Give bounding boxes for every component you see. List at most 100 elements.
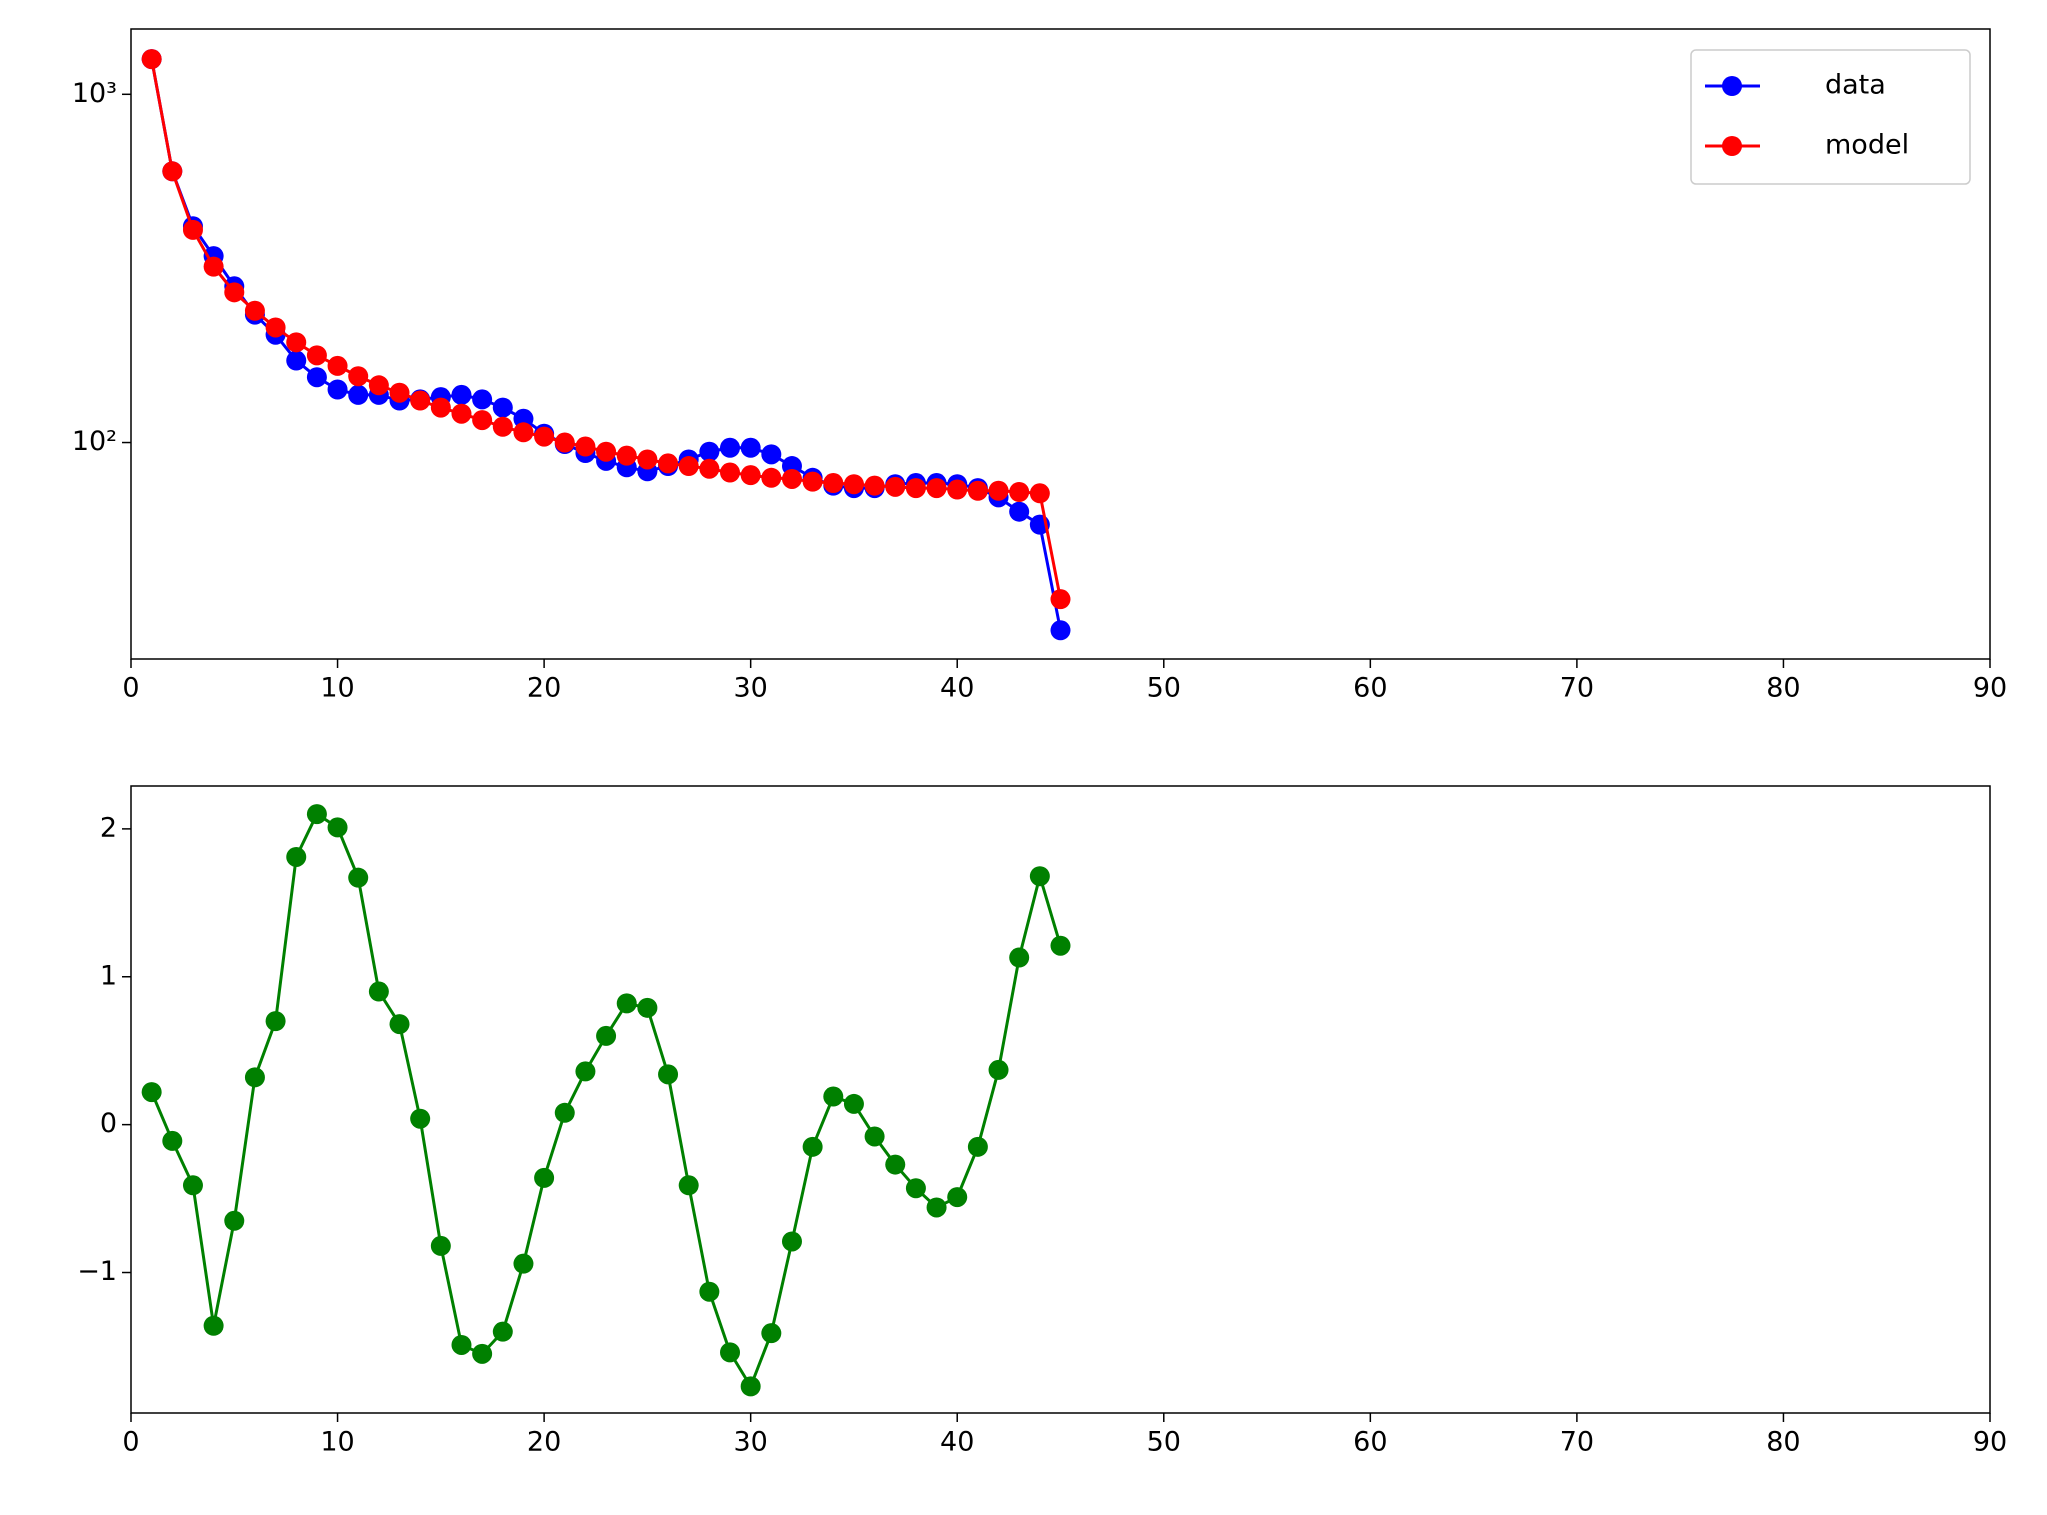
point	[864, 475, 885, 496]
point	[926, 478, 947, 499]
x-tick-label: 40	[940, 1427, 974, 1458]
point	[905, 1178, 926, 1199]
point	[988, 480, 1009, 501]
point	[905, 478, 926, 499]
point	[637, 449, 658, 470]
point	[720, 437, 741, 458]
point	[327, 817, 348, 838]
point	[575, 1061, 596, 1082]
point	[616, 445, 637, 466]
point	[513, 422, 534, 443]
point	[554, 432, 575, 453]
y-tick-label: 0	[100, 1108, 117, 1139]
point	[182, 219, 203, 240]
point	[327, 355, 348, 376]
point	[596, 1025, 617, 1046]
plot-frame	[130, 28, 1991, 660]
point	[286, 350, 307, 371]
point	[823, 473, 844, 494]
point	[368, 375, 389, 396]
point	[781, 468, 802, 489]
y-tick-label: −1	[77, 1256, 117, 1287]
point	[306, 804, 327, 825]
point	[740, 437, 761, 458]
point	[720, 1342, 741, 1363]
x-tick-label: 60	[1353, 673, 1387, 704]
x-tick-label: 0	[122, 673, 139, 704]
point	[451, 403, 472, 424]
point	[967, 1136, 988, 1157]
point	[1050, 935, 1071, 956]
point	[554, 1102, 575, 1123]
point	[492, 1321, 513, 1342]
point	[306, 367, 327, 388]
point	[286, 846, 307, 867]
x-tick-label: 50	[1147, 1427, 1181, 1458]
point	[885, 1154, 906, 1175]
point	[740, 465, 761, 486]
point	[348, 867, 369, 888]
point	[699, 458, 720, 479]
point	[761, 467, 782, 488]
point	[740, 1376, 761, 1397]
point	[265, 1011, 286, 1032]
x-tick-label: 80	[1766, 1427, 1800, 1458]
point	[947, 479, 968, 500]
point	[843, 474, 864, 495]
point	[761, 444, 782, 465]
legend-label: data	[1825, 70, 1886, 101]
x-tick-label: 70	[1560, 673, 1594, 704]
point	[1050, 620, 1071, 641]
point	[823, 1086, 844, 1107]
point	[575, 436, 596, 457]
x-tick-label: 60	[1353, 1427, 1387, 1458]
point	[967, 480, 988, 501]
point	[720, 462, 741, 483]
point	[182, 1175, 203, 1196]
point	[616, 993, 637, 1014]
x-tick-label: 10	[320, 673, 354, 704]
x-tick-label: 90	[1973, 1427, 2007, 1458]
point	[389, 382, 410, 403]
plot-frame	[130, 785, 1991, 1414]
point	[947, 1187, 968, 1208]
point	[492, 416, 513, 437]
point	[224, 282, 245, 303]
point	[162, 161, 183, 182]
point	[1009, 482, 1030, 503]
point	[699, 441, 720, 462]
y-tick-label: 1	[100, 960, 117, 991]
point	[864, 1126, 885, 1147]
point	[141, 49, 162, 70]
point	[926, 1197, 947, 1218]
point	[678, 1175, 699, 1196]
series-line	[150, 811, 1062, 1390]
point	[492, 397, 513, 418]
x-tick-label: 80	[1766, 673, 1800, 704]
x-tick-label: 30	[733, 673, 767, 704]
point	[843, 1093, 864, 1114]
point	[368, 981, 389, 1002]
point	[203, 1315, 224, 1336]
legend-box	[1690, 49, 1971, 185]
point	[658, 1064, 679, 1085]
x-tick-label: 50	[1147, 673, 1181, 704]
x-tick-label: 0	[122, 1427, 139, 1458]
point	[244, 1067, 265, 1088]
point	[265, 317, 286, 338]
point	[802, 1136, 823, 1157]
x-tick-label: 20	[527, 1427, 561, 1458]
x-tick-label: 10	[320, 1427, 354, 1458]
x-tick-label: 30	[733, 1427, 767, 1458]
x-tick-label: 40	[940, 673, 974, 704]
point	[637, 997, 658, 1018]
point	[286, 332, 307, 353]
point	[1029, 866, 1050, 887]
point	[761, 1323, 782, 1344]
point	[802, 471, 823, 492]
point	[781, 1231, 802, 1252]
x-tick-label: 20	[527, 673, 561, 704]
point	[596, 441, 617, 462]
point	[410, 390, 431, 411]
